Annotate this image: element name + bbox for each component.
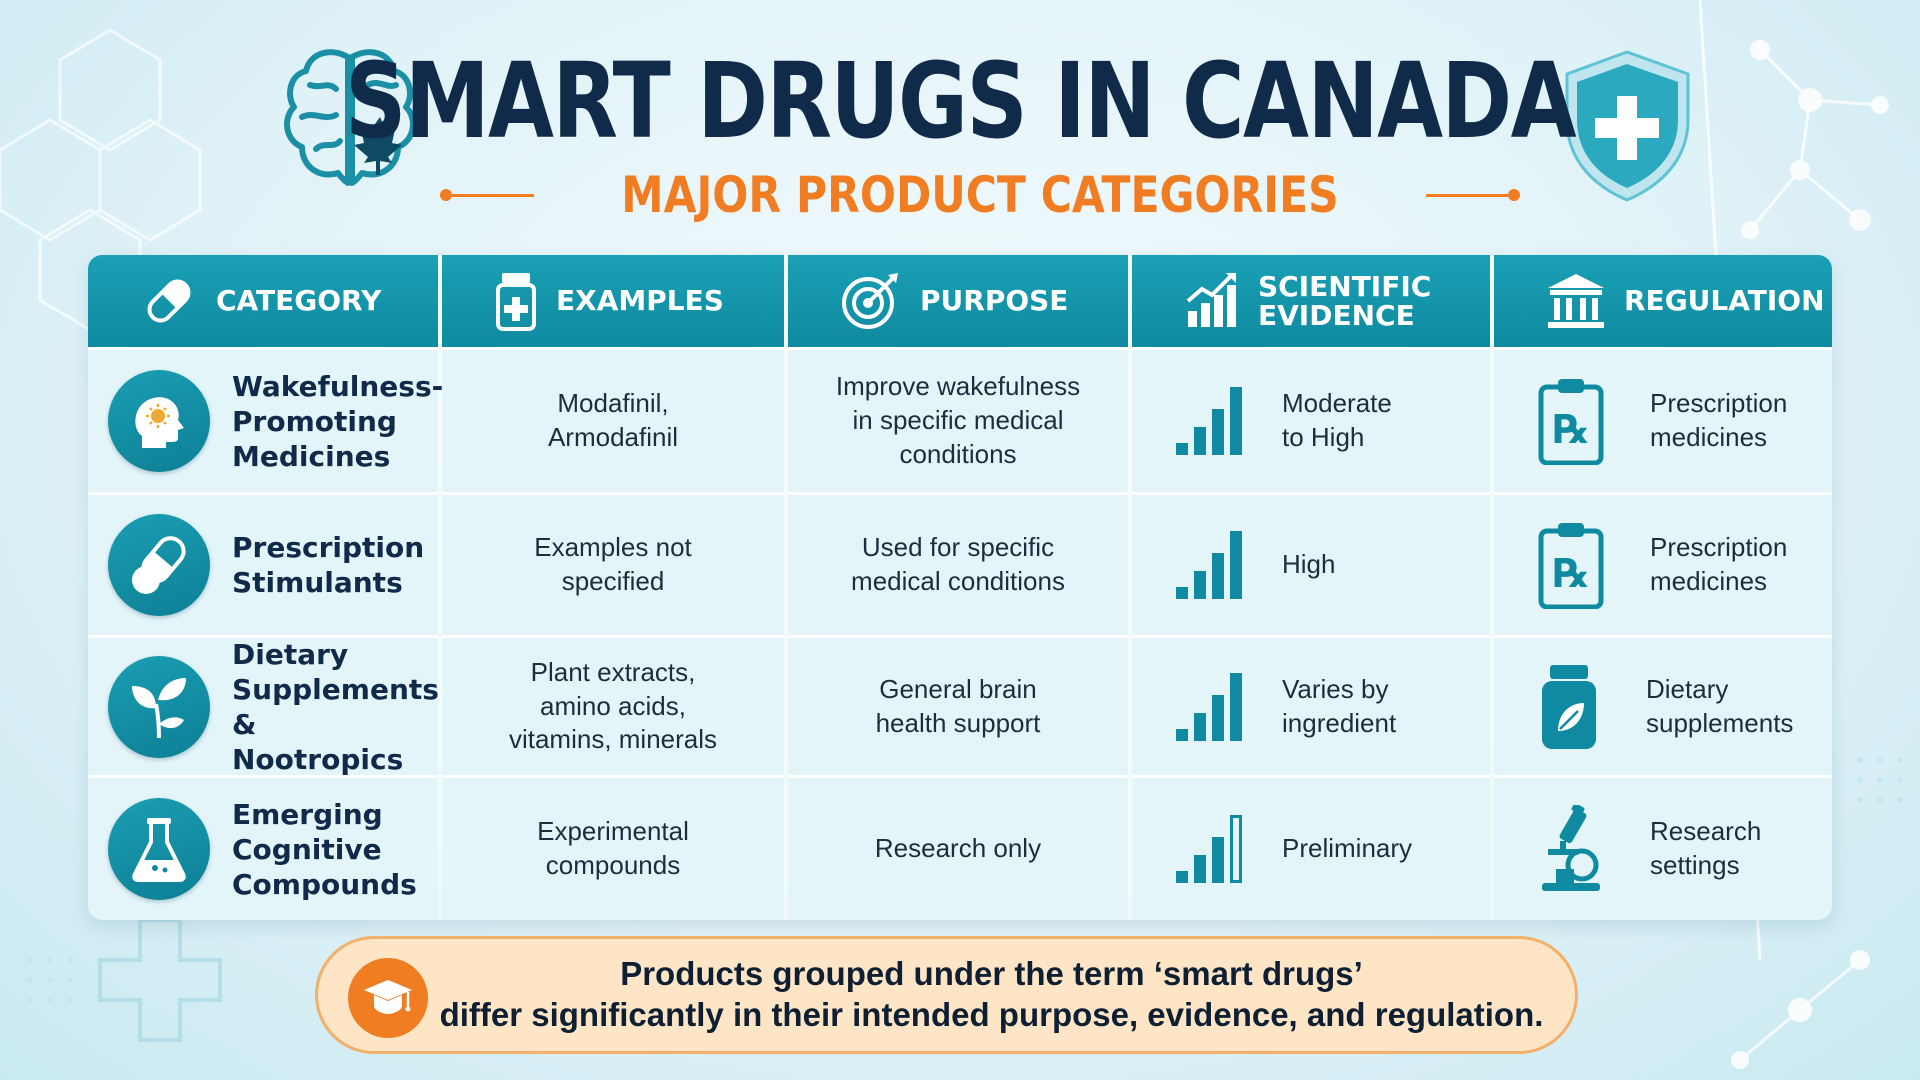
table-row: Emerging Cognitive Compounds Experimenta…	[88, 775, 1832, 920]
evidence-text: Moderate to High	[1282, 388, 1392, 452]
examples-text: Modafinil, Armodafinil	[547, 388, 679, 452]
categories-table: CATEGORY EXAMPLES PURPOSE	[88, 255, 1832, 920]
subtitle-left-rule	[440, 189, 534, 201]
regulation-cell: Research settings	[1494, 775, 1832, 920]
header-regulation: REGULATION	[1494, 255, 1832, 347]
header-purpose: PURPOSE	[788, 255, 1128, 347]
regulation-text: Prescription medicines	[1650, 388, 1788, 452]
purpose-text: Used for specific medical conditions	[851, 532, 1065, 596]
regulation-text: Dietary supplements	[1646, 673, 1794, 738]
summary-text: Products grouped under the term ‘smart d…	[439, 955, 1544, 1034]
evidence-bars-icon	[1176, 531, 1242, 599]
evidence-text: Varies by ingredient	[1282, 673, 1397, 738]
regulation-cell: ℞ Prescription medicines	[1494, 347, 1832, 492]
table-row: Prescription Stimulants Examples not spe…	[88, 492, 1832, 635]
pills-icon	[108, 514, 210, 616]
subtitle-right-rule	[1426, 189, 1520, 201]
brain-maple-leaf-icon	[284, 49, 416, 186]
evidence-cell: Preliminary	[1132, 775, 1490, 920]
header-examples-label: EXAMPLES	[556, 284, 724, 318]
examples-cell: Modafinil, Armodafinil	[442, 347, 784, 492]
prescription-clipboard-icon: ℞	[1538, 523, 1604, 609]
evidence-text: High	[1282, 549, 1336, 580]
examples-text: Examples not specified	[534, 532, 692, 596]
evidence-bars-icon	[1176, 387, 1242, 455]
header-evidence-label: SCIENTIFIC EVIDENCE	[1258, 269, 1432, 332]
purpose-cell: Improve wakefulness in specific medical …	[788, 347, 1128, 492]
purpose-text: General brain health support	[875, 673, 1041, 738]
page-subtitle: MAJOR PRODUCT CATEGORIES	[621, 166, 1339, 224]
category-name: Prescription Stimulants	[232, 531, 425, 599]
header-purpose-label: PURPOSE	[920, 284, 1069, 318]
category-cell: Dietary Supplements & Nootropics	[88, 635, 439, 776]
examples-cell: Examples not specified	[442, 492, 784, 635]
header-regulation-label: REGULATION	[1624, 284, 1825, 318]
graduation-cap-icon	[348, 958, 428, 1038]
medicine-bottle-icon	[496, 273, 536, 331]
examples-text: Plant extracts, amino acids, vitamins, m…	[508, 656, 718, 755]
evidence-cell: Varies by ingredient	[1132, 635, 1490, 775]
svg-text:℞: ℞	[1553, 407, 1589, 453]
purpose-cell: Research only	[788, 775, 1128, 920]
table-row: Dietary Supplements & Nootropics Plant e…	[88, 635, 1832, 776]
evidence-bars-icon	[1176, 815, 1242, 883]
head-sun-icon	[108, 370, 210, 472]
category-cell: Prescription Stimulants	[88, 492, 438, 635]
svg-text:℞: ℞	[1553, 551, 1589, 597]
medical-shield-icon	[1565, 50, 1690, 202]
growth-chart-icon	[1186, 273, 1236, 327]
flask-icon	[108, 798, 210, 900]
evidence-cell: High	[1132, 492, 1490, 635]
purpose-text: Research only	[874, 833, 1042, 864]
purpose-cell: Used for specific medical conditions	[788, 492, 1128, 635]
evidence-bars-icon	[1176, 672, 1242, 741]
examples-text: Experimental compounds	[537, 816, 689, 880]
category-name: Wakefulness- Promoting Medicines	[232, 369, 444, 473]
examples-cell: Experimental compounds	[442, 775, 784, 920]
header-evidence: SCIENTIFIC EVIDENCE	[1132, 255, 1490, 347]
summary-banner: Products grouped under the term ‘smart d…	[315, 936, 1578, 1054]
subtitle-row: MAJOR PRODUCT CATEGORIES	[440, 165, 1520, 225]
header-category: CATEGORY	[88, 255, 438, 347]
regulation-text: Prescription medicines	[1650, 532, 1788, 596]
maple-leaf-icon	[354, 117, 402, 175]
header-category-label: CATEGORY	[216, 284, 382, 318]
target-icon	[842, 273, 898, 329]
examples-cell: Plant extracts, amino acids, vitamins, m…	[442, 635, 784, 775]
table-header-row: CATEGORY EXAMPLES PURPOSE	[88, 255, 1832, 347]
plant-icon	[108, 655, 210, 758]
regulation-cell: ℞ Prescription medicines	[1494, 492, 1832, 635]
page-title: SMART DRUGS IN CANADA	[345, 40, 1577, 162]
supplement-jar-icon	[1542, 664, 1596, 749]
table-row: Wakefulness- Promoting Medicines Modafin…	[88, 347, 1832, 492]
category-cell: Wakefulness- Promoting Medicines	[88, 347, 443, 492]
purpose-text: Improve wakefulness in specific medical …	[835, 371, 1081, 469]
evidence-text: Preliminary	[1282, 833, 1413, 864]
microscope-icon	[1542, 805, 1600, 891]
regulation-cell: Dietary supplements	[1494, 635, 1832, 775]
category-name: Dietary Supplements & Nootropics	[232, 637, 439, 776]
prescription-clipboard-icon: ℞	[1538, 379, 1604, 465]
capsule-icon	[147, 279, 191, 323]
government-building-icon	[1548, 274, 1604, 328]
purpose-cell: General brain health support	[788, 635, 1128, 775]
regulation-text: Research settings	[1650, 816, 1762, 880]
evidence-cell: Moderate to High	[1132, 347, 1490, 492]
header-examples: EXAMPLES	[442, 255, 784, 347]
category-name: Emerging Cognitive Compounds	[232, 797, 417, 901]
category-cell: Emerging Cognitive Compounds	[88, 775, 438, 920]
